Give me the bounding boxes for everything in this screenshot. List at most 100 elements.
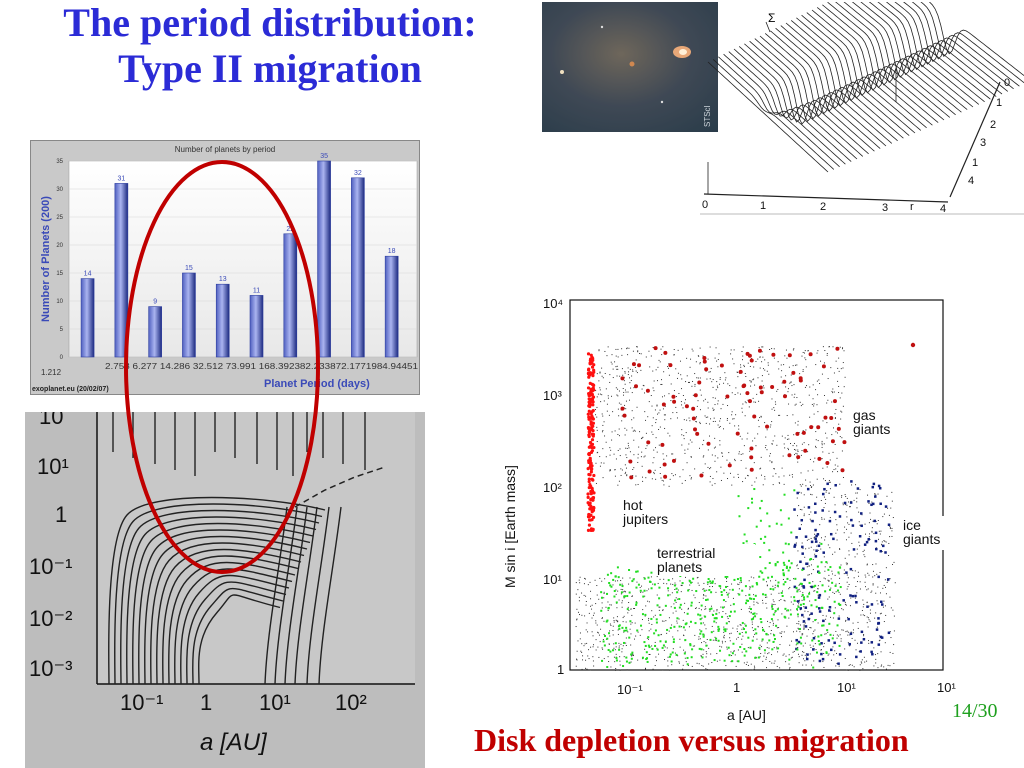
speckle (755, 477, 757, 479)
speckle (682, 664, 684, 666)
tracks-dashed-line (294, 466, 386, 508)
speckle (658, 359, 660, 361)
speckle (723, 636, 725, 638)
speckle (872, 576, 874, 578)
speckle (805, 485, 807, 487)
speckle (743, 662, 745, 664)
speckle (678, 661, 680, 663)
speckle (750, 380, 752, 382)
ice-giant-point (814, 537, 817, 541)
terrestrial-point (800, 582, 803, 585)
speckle (874, 493, 876, 495)
speckle (645, 419, 647, 421)
speckle (820, 548, 822, 550)
speckle (753, 378, 755, 380)
speckle (749, 450, 751, 452)
speckle (714, 455, 716, 457)
speckle (737, 593, 739, 595)
terrestrial-point (724, 630, 727, 633)
speckle (763, 655, 765, 657)
speckle (581, 668, 583, 670)
speckle (795, 644, 797, 646)
speckle (719, 418, 721, 420)
terrestrial-point (644, 644, 647, 647)
speckle (812, 569, 814, 571)
speckle (651, 405, 653, 407)
speckle (684, 629, 686, 631)
speckle (624, 404, 626, 406)
ice-giant-point (817, 544, 821, 548)
speckle (798, 431, 800, 433)
terrestrial-point (709, 638, 712, 641)
speckle (794, 364, 796, 366)
terrestrial-point (749, 646, 752, 649)
speckle (668, 393, 670, 395)
speckle (822, 420, 824, 422)
speckle (846, 497, 848, 499)
speckle (662, 610, 664, 612)
speckle (796, 497, 798, 499)
speckle (662, 669, 664, 671)
speckle (889, 578, 891, 580)
speckle (819, 542, 821, 544)
speckle (695, 421, 697, 423)
speckle (802, 592, 804, 594)
speckle (733, 418, 735, 420)
speckle (820, 649, 822, 651)
speckle (705, 651, 707, 653)
terrestrial-point (745, 599, 748, 602)
speckle (703, 595, 705, 597)
speckle (770, 629, 772, 631)
speckle (809, 518, 811, 520)
speckle (699, 377, 701, 379)
speckle (848, 554, 850, 556)
speckle (764, 359, 766, 361)
ice-giant-point (874, 495, 877, 498)
ice-giant-point (877, 484, 881, 488)
speckle (590, 605, 592, 607)
speckle (802, 483, 804, 485)
speckle (771, 408, 773, 410)
speckle (841, 495, 843, 497)
speckle (834, 413, 836, 415)
speckle (615, 646, 617, 648)
speckle (681, 584, 683, 586)
speckle (683, 419, 685, 421)
speckle (778, 600, 780, 602)
terrestrial-point (650, 587, 653, 590)
surface-line (885, 2, 1003, 95)
speckle (781, 636, 783, 638)
tracks-x-tick: 1 (200, 690, 212, 715)
speckle (737, 392, 739, 394)
speckle (700, 394, 702, 396)
ice-giant-point (822, 551, 825, 554)
speckle (793, 578, 795, 580)
speckle (671, 592, 673, 594)
speckle (856, 592, 858, 594)
hot-jupiter-point (586, 368, 591, 372)
terrestrial-point (750, 597, 753, 600)
speckle (812, 621, 814, 623)
speckle (804, 610, 806, 612)
hot-jupiter-point (587, 479, 591, 484)
speckle (832, 617, 834, 619)
speckle (757, 419, 759, 421)
speckle (812, 384, 814, 386)
speckle (793, 442, 795, 444)
terrestrial-point (686, 612, 689, 615)
terrestrial-point (741, 621, 744, 624)
speckle (614, 661, 616, 663)
speckle (884, 579, 886, 581)
gas-giant-point (749, 455, 754, 460)
speckle (851, 637, 853, 639)
hot-jupiter-point (588, 361, 592, 365)
speckle (704, 608, 706, 610)
speckle (706, 378, 708, 380)
speckle (655, 437, 657, 439)
speckle (797, 653, 799, 655)
speckle (648, 617, 650, 619)
gas-giant-point (782, 379, 787, 384)
bar-x-label: Planet Period (days) (264, 378, 370, 390)
speckle (782, 455, 784, 457)
terrestrial-point (701, 656, 704, 659)
